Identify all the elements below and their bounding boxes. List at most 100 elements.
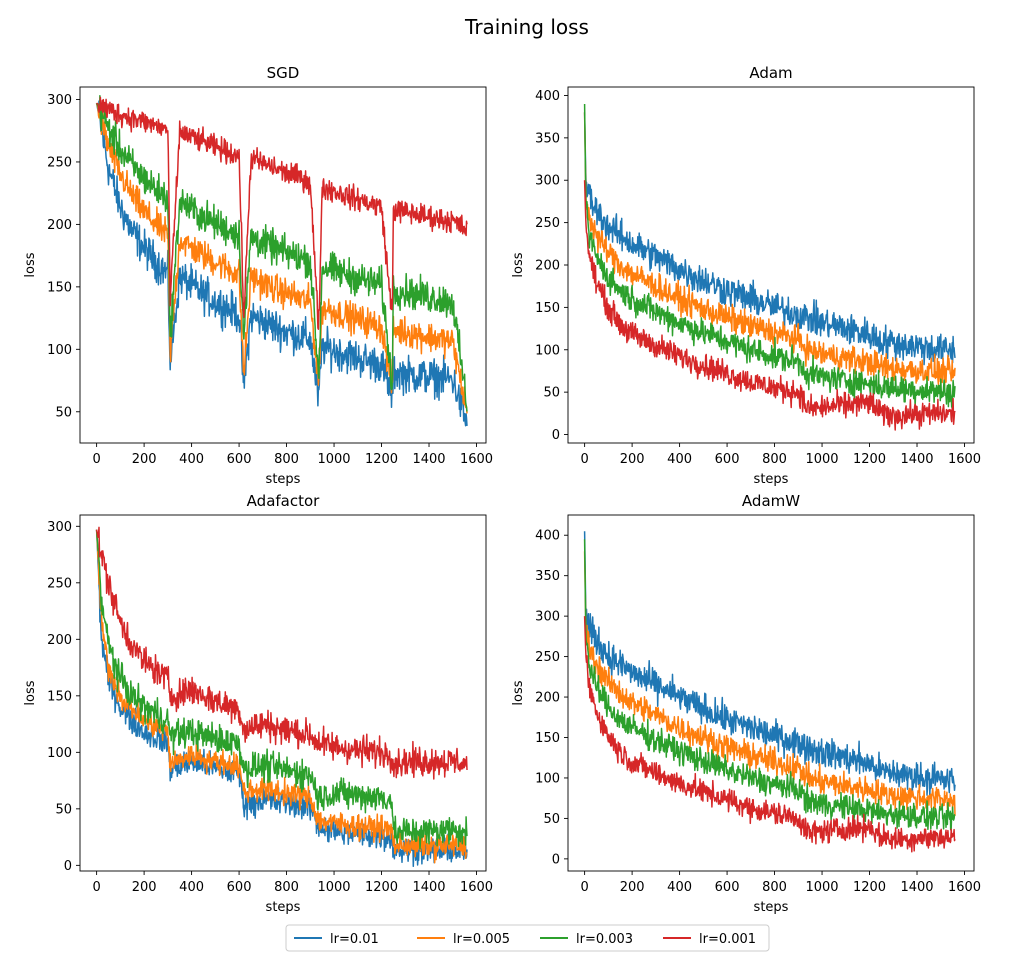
y-tick-label: 150 (535, 301, 560, 316)
x-tick-label: 800 (762, 452, 787, 467)
subplot-grid: 0 200 400 600 800 1000 1200 1400 160050100150200… (23, 64, 981, 915)
axes-frame (567, 514, 975, 872)
y-tick-label: 250 (47, 155, 72, 170)
y-tick-label: 350 (535, 131, 560, 146)
y-tick-label: 250 (47, 576, 72, 591)
subplot-title: AdamW (742, 492, 800, 510)
y-axis-label: loss (511, 252, 526, 277)
y-tick-label: 50 (543, 386, 560, 401)
x-tick-label: 1400 (412, 452, 445, 467)
x-tick-label: 1400 (412, 880, 445, 895)
subplot-title: Adam (749, 64, 792, 82)
legend-label: lr=0.003 (576, 932, 633, 947)
x-tick-label: 600 (227, 880, 252, 895)
x-tick-label: 200 (620, 452, 645, 467)
x-tick-label: 600 (715, 880, 740, 895)
y-tick-label: 0 (552, 428, 560, 443)
subplot-adafactor: 0 200 400 600 800 1000 1200 1400 1600 0 50 100 150 20… (23, 492, 493, 915)
y-tick-label: 0 (552, 852, 560, 867)
y-tick-label: 100 (47, 746, 72, 761)
x-tick-label: 400 (667, 452, 692, 467)
legend-label: lr=0.01 (330, 932, 379, 947)
axes-frame (79, 514, 487, 872)
y-axis-label: loss (511, 680, 526, 705)
y-tick-label: 200 (535, 691, 560, 706)
series-line-lr-0_001 (95, 526, 468, 780)
series-line-lr-0_003 (583, 103, 956, 408)
legend: lr=0.01 lr=0.005 lr=0.003 lr=0.001 (285, 924, 770, 952)
y-tick-label: 200 (47, 633, 72, 648)
y-tick-label: 300 (535, 174, 560, 189)
series-line-lr-0_01 (95, 100, 468, 427)
x-tick-label: 400 (179, 452, 204, 467)
x-tick-label: 600 (715, 452, 740, 467)
series-line-lr-0_01 (583, 531, 956, 797)
subplot-adamw: 0 200 400 600 800 1000 1200 1400 1600 0 50 100 150 20… (511, 492, 981, 915)
series-line-lr-0_005 (95, 102, 468, 414)
x-tick-label: 1200 (853, 452, 886, 467)
y-tick-label: 50 (55, 802, 72, 817)
x-tick-label: 1400 (900, 880, 933, 895)
x-tick-label: 400 (179, 880, 204, 895)
subplot-title: SGD (267, 64, 300, 82)
x-tick-label: 1200 (365, 452, 398, 467)
x-tick-label: 1600 (948, 880, 981, 895)
y-tick-label: 400 (535, 529, 560, 544)
y-tick-label: 50 (55, 405, 72, 420)
x-tick-label: 600 (227, 452, 252, 467)
x-axis-label: steps (266, 472, 301, 487)
figure-title: Training loss (464, 15, 589, 39)
x-tick-label: 1000 (805, 452, 838, 467)
x-tick-label: 200 (620, 880, 645, 895)
x-tick-label: 1400 (900, 452, 933, 467)
subplot-title: Adafactor (247, 492, 320, 510)
series-line-lr-0_003 (95, 529, 468, 850)
x-tick-label: 1600 (460, 452, 493, 467)
x-tick-label: 0 (580, 880, 588, 895)
x-axis-label: steps (754, 472, 789, 487)
x-tick-label: 800 (274, 880, 299, 895)
series-line-lr-0_005 (583, 551, 956, 816)
y-tick-label: 100 (47, 343, 72, 358)
y-tick-label: 150 (47, 689, 72, 704)
y-tick-label: 300 (535, 610, 560, 625)
x-tick-label: 1200 (365, 880, 398, 895)
x-tick-label: 800 (762, 880, 787, 895)
y-tick-label: 50 (543, 812, 560, 827)
series-line-lr-0_003 (95, 95, 468, 412)
y-tick-label: 250 (535, 216, 560, 231)
plot-area (583, 103, 956, 431)
series-line-lr-0_005 (95, 529, 468, 864)
plot-area (95, 526, 468, 868)
y-tick-label: 0 (64, 859, 72, 874)
y-tick-label: 150 (535, 731, 560, 746)
x-tick-label: 800 (274, 452, 299, 467)
legend-label: lr=0.005 (453, 932, 510, 947)
x-tick-label: 0 (92, 880, 100, 895)
subplot-adam: 0 200 400 600 800 1000 1200 1400 1600 0 50 100 150 20… (511, 64, 981, 487)
x-axis-label: steps (754, 900, 789, 915)
y-tick-label: 200 (535, 259, 560, 274)
series-line-lr-0_001 (96, 96, 468, 330)
y-tick-label: 100 (535, 771, 560, 786)
y-tick-label: 150 (47, 280, 72, 295)
x-tick-label: 1000 (805, 880, 838, 895)
x-tick-label: 1200 (853, 880, 886, 895)
series-line-lr-0_001 (583, 180, 956, 431)
plot-area (95, 95, 468, 427)
x-tick-label: 0 (92, 452, 100, 467)
x-tick-label: 1000 (317, 452, 350, 467)
y-axis-label: loss (23, 680, 38, 705)
x-tick-label: 200 (132, 880, 157, 895)
legend-label: lr=0.001 (699, 932, 756, 947)
y-tick-label: 200 (47, 218, 72, 233)
plot-area (583, 531, 956, 853)
series-line-lr-0_01 (583, 112, 956, 366)
legend-box (285, 924, 770, 952)
subplot-sgd: 0 200 400 600 800 1000 1200 1400 1600 50 100 150 200… (23, 64, 493, 487)
x-tick-label: 1600 (948, 452, 981, 467)
series-line-lr-0_01 (95, 529, 468, 868)
y-tick-label: 100 (535, 343, 560, 358)
y-tick-label: 300 (47, 520, 72, 535)
